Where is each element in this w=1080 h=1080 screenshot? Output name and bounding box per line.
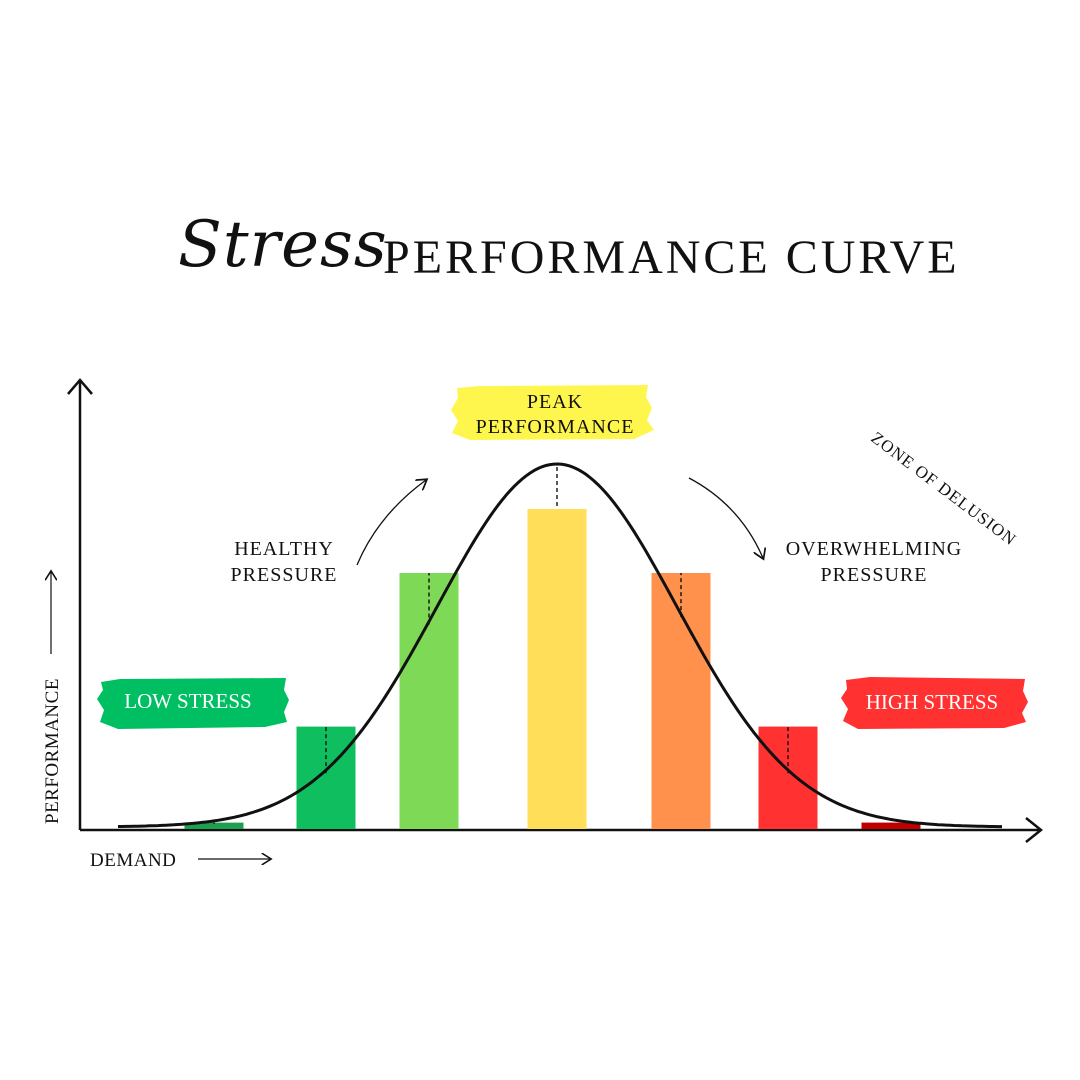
healthy-pressure-arrow [356, 480, 426, 566]
high-stress-label: HIGH STRESS [866, 690, 998, 714]
healthy-pressure-line1: HEALTHY [234, 538, 334, 560]
zone-of-delusion-label: ZONE OF DELUSION [868, 428, 1020, 549]
leaders [213, 467, 892, 824]
overwhelming-pressure-line1: OVERWHELMING [786, 538, 962, 560]
low-stress-highlight [97, 678, 289, 729]
overwhelming-pressure-line2: PRESSURE [821, 564, 928, 586]
bar-3 [399, 573, 459, 829]
overwhelming-pressure-arrow [688, 477, 763, 558]
peak-performance-badge: PEAK PERFORMANCE [451, 385, 654, 440]
peak-highlight [451, 385, 654, 440]
low-stress-badge: LOW STRESS [97, 678, 289, 729]
high-stress-badge: HIGH STRESS [841, 677, 1028, 729]
peak-label-line2: PERFORMANCE [476, 416, 635, 438]
bell-curve [118, 462, 1002, 829]
axes [67, 378, 1044, 843]
x-axis-arrowhead [1025, 817, 1044, 843]
bar-1 [184, 822, 244, 829]
low-stress-label: LOW STRESS [124, 689, 251, 713]
bar-7 [861, 822, 921, 829]
healthy-pressure-line2: PRESSURE [231, 564, 338, 586]
x-axis-label: DEMAND [90, 850, 176, 871]
chart-title: PERFORMANCE CURVE [383, 231, 960, 284]
peak-label-line1: PEAK [527, 391, 583, 413]
y-axis-label: PERFORMANCE [42, 678, 63, 824]
high-stress-highlight [841, 677, 1028, 729]
bar-4 [527, 509, 587, 829]
title-script-word: Stress [178, 208, 388, 282]
y-axis-arrowhead [67, 378, 93, 395]
